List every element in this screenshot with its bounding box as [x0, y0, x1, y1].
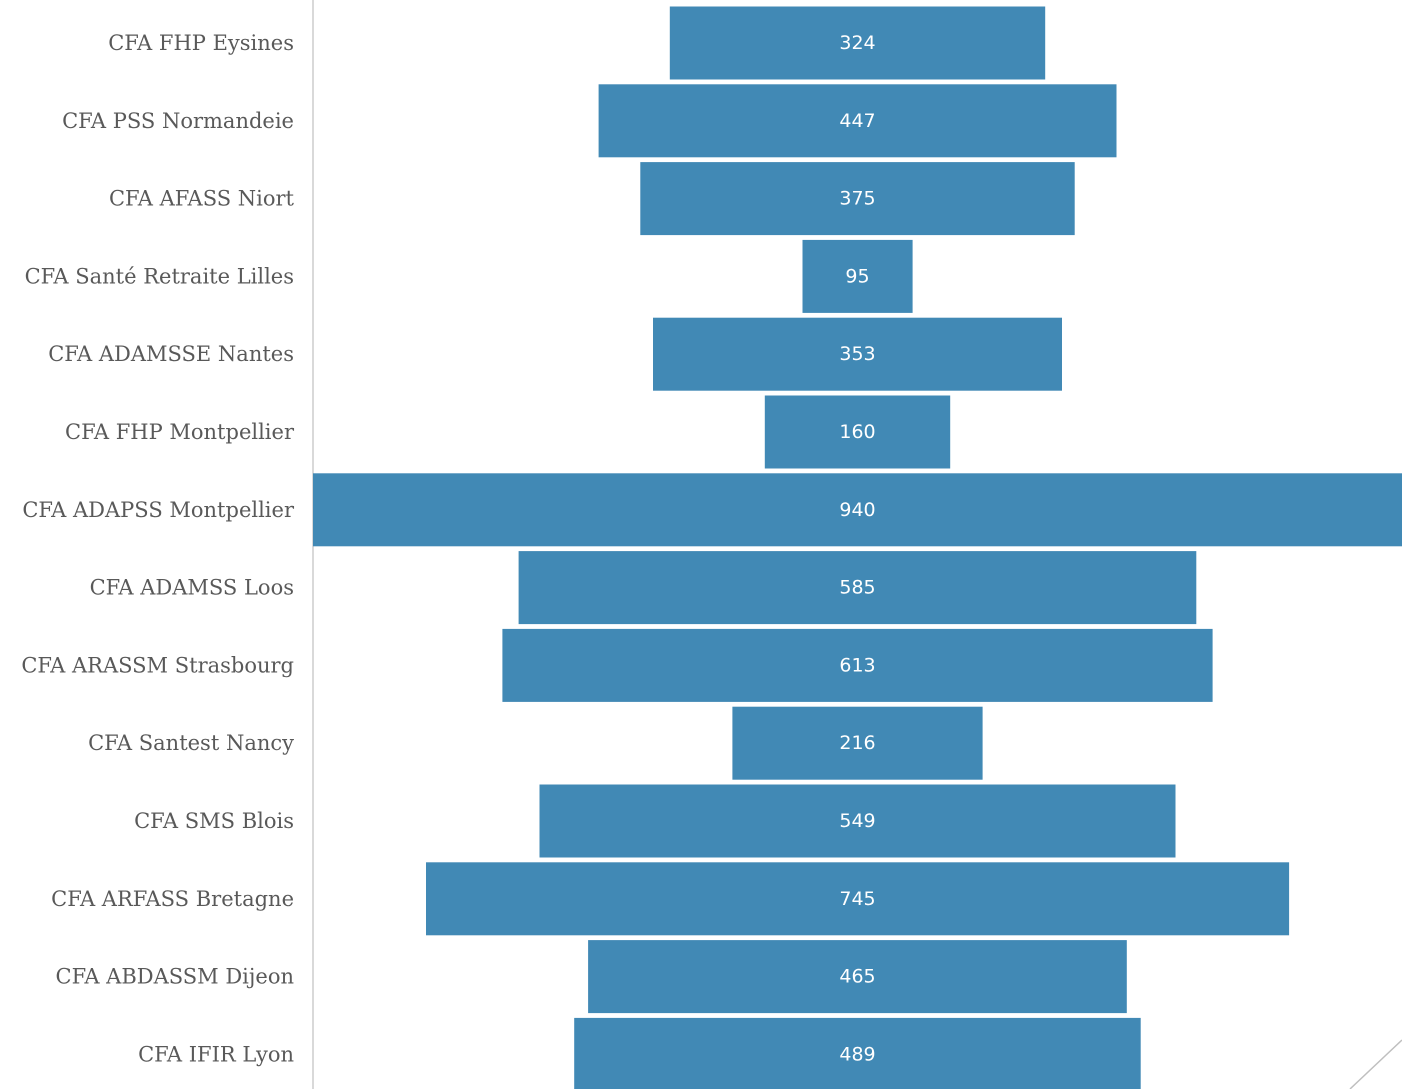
bar: [598, 84, 1117, 158]
corner-decoration-line: [1349, 1039, 1402, 1089]
category-label: CFA SMS Blois: [134, 809, 294, 833]
bar-value-label: 95: [845, 265, 869, 287]
bar: [518, 551, 1197, 625]
category-label: CFA FHP Eysines: [108, 31, 294, 55]
bar: [574, 1017, 1141, 1089]
bar-value-label: 447: [839, 110, 875, 132]
bar-value-label: 216: [839, 732, 875, 754]
bar: [426, 862, 1290, 936]
bar-value-label: 585: [839, 577, 875, 599]
bar: [539, 784, 1176, 858]
bar: [669, 6, 1046, 80]
bar-value-label: 940: [839, 499, 875, 521]
bar: [653, 317, 1062, 391]
bar-value-label: 549: [839, 810, 875, 832]
category-labels-group: CFA FHP Eysines CFA PSS Normandeie CFA AFA…: [21, 31, 295, 1066]
category-label: CFA ARFASS Bretagne: [51, 887, 294, 911]
bar-value-label: 489: [839, 1043, 875, 1065]
bar: [588, 940, 1127, 1014]
bars-group: 324 447 375 95 353 160 940 585 613 216 549 745 465 48…: [313, 6, 1402, 1089]
category-label: CFA ARASSM Strasbourg: [21, 653, 294, 677]
bar: [732, 706, 983, 780]
bar: [502, 628, 1213, 702]
category-label: CFA PSS Normandeie: [62, 109, 294, 133]
category-label: CFA Santé Retraite Lilles: [25, 264, 294, 288]
bar-value-label: 465: [839, 966, 875, 988]
bar-value-label: 324: [839, 32, 875, 54]
category-label: CFA FHP Montpellier: [65, 420, 295, 444]
bar: [764, 395, 951, 469]
category-label: CFA ADAMSS Loos: [90, 576, 294, 600]
bar: [640, 162, 1075, 236]
category-label: CFA Santest Nancy: [88, 731, 294, 755]
category-label: CFA ADAPSS Montpellier: [22, 498, 295, 522]
bar-value-label: 613: [839, 654, 875, 676]
bar: [802, 239, 913, 313]
bar-value-label: 353: [839, 343, 875, 365]
category-label: CFA ADAMSSE Nantes: [48, 342, 294, 366]
category-label: CFA IFIR Lyon: [138, 1042, 294, 1066]
bar-value-label: 375: [839, 188, 875, 210]
bar-value-label: 745: [839, 888, 875, 910]
category-label: CFA ABDASSM Dijeon: [56, 965, 295, 989]
bar-value-label: 160: [839, 421, 875, 443]
category-label: CFA AFASS Niort: [109, 187, 295, 211]
bar: [313, 473, 1402, 547]
